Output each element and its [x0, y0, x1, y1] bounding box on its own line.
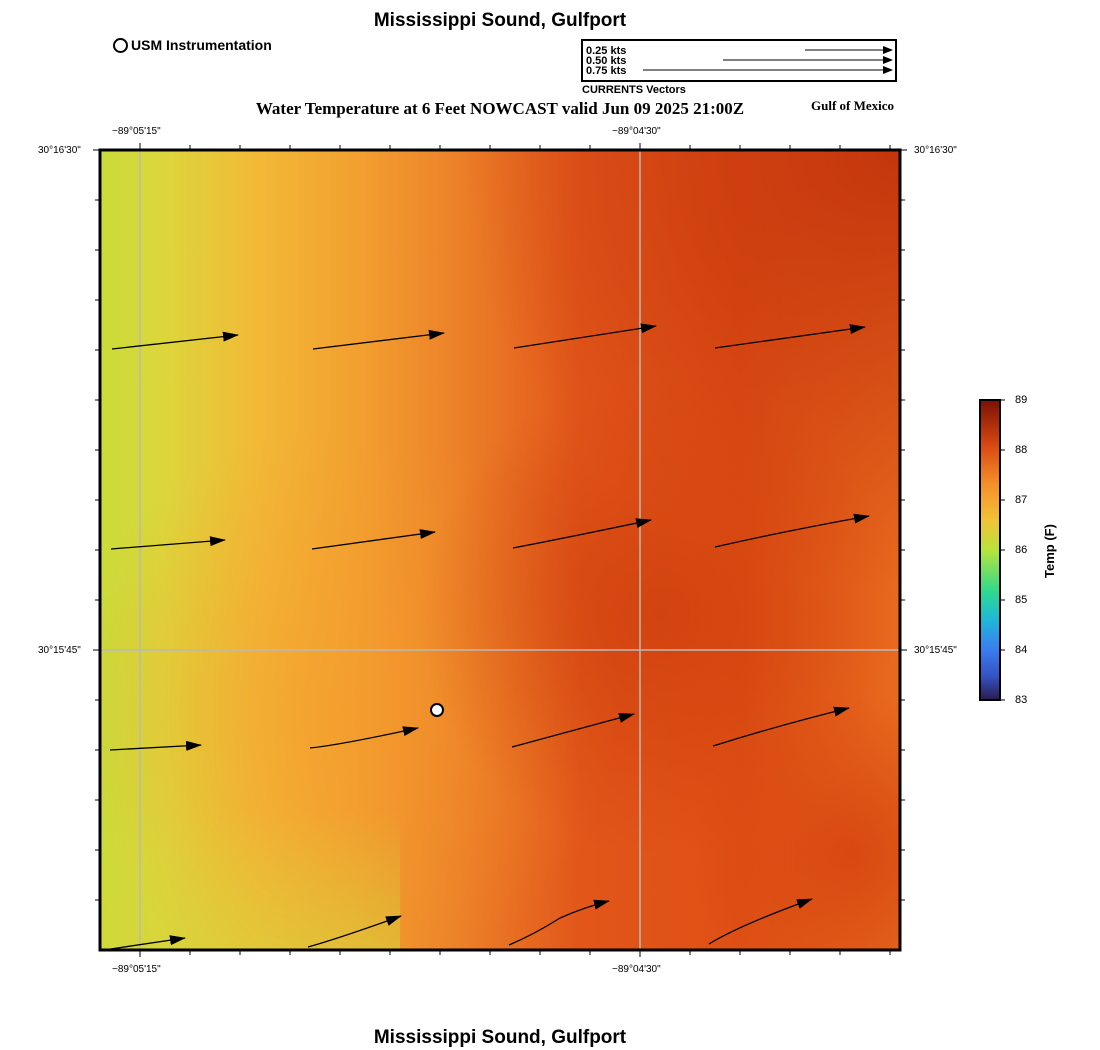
lat-label-right-1: 30°16'30": [914, 145, 957, 156]
current-arrow: [110, 536, 226, 550]
current-arrow: [714, 324, 866, 349]
vector-scale-label-3: 0.75 kts: [586, 65, 627, 77]
current-vectors: [103, 323, 870, 950]
current-arrow: [109, 740, 202, 751]
colorbar-tick-85: 85: [1015, 594, 1028, 606]
lon-label-top-1: −89°05'15": [112, 126, 161, 137]
vector-scale-label-2: 0.50 kts: [586, 55, 627, 67]
current-arrow: [312, 329, 445, 350]
current-arrow: [511, 713, 635, 748]
current-arrow: [111, 331, 239, 350]
region-label: Gulf of Mexico: [811, 98, 895, 113]
colorbar-tick-87: 87: [1015, 494, 1028, 506]
vector-legend-caption: CURRENTS Vectors: [582, 84, 686, 96]
usm-station-marker: [430, 703, 444, 717]
plot-title: Water Temperature at 6 Feet NOWCAST vali…: [255, 99, 745, 118]
vector-scale-label-1: 0.25 kts: [586, 45, 627, 57]
current-arrow: [311, 529, 436, 550]
colorbar-tick-83: 83: [1015, 694, 1028, 706]
lat-label-left-2: 30°15'45": [38, 645, 81, 656]
current-arrow: [712, 706, 850, 747]
colorbar-tick-88: 88: [1015, 444, 1028, 456]
current-arrow: [513, 323, 657, 349]
temperature-colorbar: [979, 399, 1005, 701]
station-marker-icon: [113, 37, 128, 53]
current-arrow: [103, 935, 186, 950]
current-arrow: [714, 513, 870, 548]
lon-label-top-2: −89°04'30": [612, 126, 661, 137]
graticule: [100, 150, 900, 950]
lat-label-left-1: 30°16'30": [38, 145, 81, 156]
vector-scale-legend: 0.25 kts 0.50 kts 0.75 kts: [581, 39, 897, 82]
current-arrow: [708, 898, 813, 945]
usm-instrumentation-legend: USM Instrumentation: [113, 37, 272, 53]
current-arrow: [309, 726, 419, 749]
current-arrow: [508, 899, 610, 946]
map-title: Mississippi Sound, Gulfport: [373, 10, 627, 31]
frame-ticks: [93, 143, 907, 957]
footer-title: Mississippi Sound, Gulfport: [373, 1027, 627, 1048]
lon-label-bottom-1: −89°05'15": [112, 964, 161, 975]
colorbar-tick-89: 89: [1015, 394, 1028, 406]
lon-label-bottom-2: −89°04'30": [612, 964, 661, 975]
colorbar-title: Temp (F): [1042, 524, 1057, 578]
colorbar-tick-84: 84: [1015, 644, 1028, 656]
colorbar-tick-86: 86: [1015, 544, 1028, 556]
vector-scale-arrows: [643, 46, 893, 74]
current-arrow: [512, 518, 652, 549]
usm-legend-label: USM Instrumentation: [131, 37, 272, 53]
lat-label-right-2: 30°15'45": [914, 645, 957, 656]
current-arrow: [307, 915, 402, 948]
